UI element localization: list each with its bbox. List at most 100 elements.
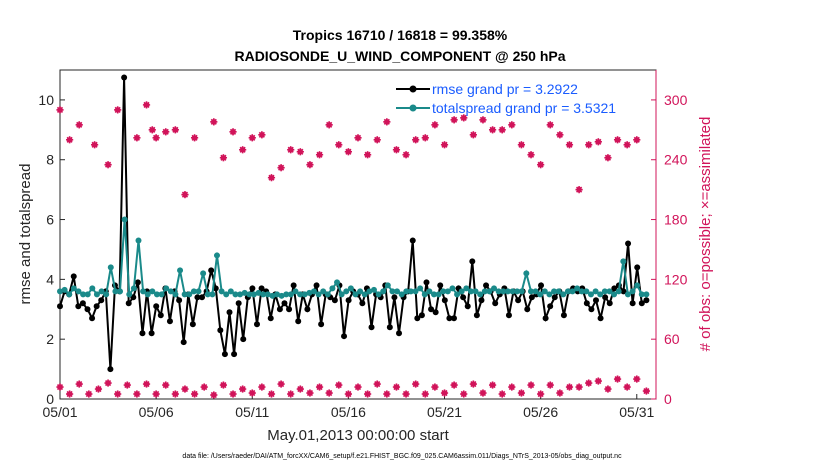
obs-marker-ring: [576, 186, 582, 193]
obs-marker-ring: [86, 391, 92, 397]
rmse-point: [84, 306, 91, 313]
obs-marker: [575, 383, 583, 391]
spread-point: [430, 291, 437, 298]
obs-marker-ring: [268, 391, 275, 397]
left-tick-label: 8: [46, 152, 54, 168]
obs-marker-ring: [297, 149, 304, 155]
obs-marker: [56, 106, 64, 114]
spread-point: [643, 291, 650, 298]
spread-point: [638, 291, 645, 298]
rmse-point: [107, 366, 114, 373]
obs-marker-ring: [364, 152, 371, 158]
spread-point: [486, 288, 493, 295]
obs-marker: [383, 118, 391, 126]
obs-marker: [133, 134, 141, 142]
obs-marker: [575, 186, 583, 194]
spread-point: [417, 285, 424, 292]
spread-point: [518, 288, 525, 295]
obs-marker-ring: [249, 390, 255, 396]
obs-marker-ring: [114, 391, 121, 397]
left-tick-label: 6: [46, 212, 54, 228]
spread-point: [80, 291, 87, 298]
spread-point: [195, 288, 202, 295]
obs-marker-ring: [595, 139, 602, 145]
spread-point: [84, 291, 91, 298]
obs-marker: [267, 174, 276, 182]
obs-marker: [604, 385, 612, 393]
obs-marker: [392, 146, 401, 154]
rmse-point: [611, 285, 618, 292]
right-tick-label: 60: [664, 331, 680, 347]
rmse-point: [148, 330, 155, 337]
rmse-point: [409, 237, 416, 244]
obs-marker: [91, 141, 99, 149]
rmse-point: [134, 279, 141, 286]
obs-marker-ring: [66, 137, 73, 143]
legend-spread-marker: [409, 104, 417, 112]
obs-marker-ring: [355, 384, 361, 390]
obs-marker: [344, 390, 352, 398]
obs-marker-ring: [288, 391, 294, 397]
y-axis-label-left: rmse and totalspread: [17, 164, 34, 305]
rmse-point: [313, 282, 320, 289]
obs-marker-ring: [451, 117, 457, 123]
rmse-point: [432, 309, 439, 316]
obs-marker: [114, 390, 122, 398]
right-tick-label: 0: [664, 391, 672, 407]
obs-marker: [104, 379, 112, 387]
obs-marker-ring: [499, 391, 505, 397]
rmse-point: [483, 282, 490, 289]
rmse-point: [437, 282, 444, 289]
obs-marker: [460, 390, 468, 398]
obs-marker-ring: [489, 382, 496, 388]
obs-marker: [623, 383, 631, 391]
obs-marker: [450, 381, 458, 389]
spread-point: [440, 288, 447, 295]
obs-marker-ring: [345, 391, 352, 397]
obs-marker-ring: [432, 384, 438, 390]
spread-point: [98, 288, 105, 295]
obs-marker: [364, 390, 372, 398]
spread-point: [611, 291, 618, 298]
obs-marker-ring: [432, 122, 438, 128]
rmse-point: [368, 324, 375, 331]
obs-marker: [229, 390, 237, 398]
obs-marker-ring: [297, 386, 304, 392]
x-tick-label: 05/21: [427, 404, 462, 420]
obs-marker: [148, 126, 156, 134]
obs-marker: [421, 134, 429, 142]
spread-point: [361, 291, 368, 298]
obs-marker: [258, 383, 266, 391]
spread-point: [421, 291, 428, 298]
obs-marker-ring: [143, 102, 150, 108]
spread-point: [181, 291, 188, 298]
obs-marker-ring: [182, 191, 188, 198]
rmse-point: [221, 351, 228, 358]
rmse-point: [528, 294, 535, 301]
spread-point: [491, 285, 498, 292]
obs-marker-ring: [480, 390, 486, 396]
obs-marker: [594, 377, 602, 385]
obs-marker: [546, 381, 554, 389]
obs-marker: [556, 389, 564, 397]
rmse-point: [240, 336, 247, 343]
rmse-point: [423, 279, 430, 286]
rmse-point: [469, 258, 476, 265]
obs-marker: [248, 134, 256, 142]
obs-marker-ring: [259, 384, 265, 390]
obs-marker-ring: [326, 390, 332, 396]
obs-marker: [469, 380, 477, 388]
spread-point: [107, 264, 114, 271]
rmse-point: [473, 312, 480, 319]
obs-marker: [171, 126, 179, 134]
obs-marker-ring: [374, 381, 380, 387]
obs-marker-ring: [576, 384, 582, 390]
spread-point: [204, 291, 211, 298]
chart-title-line2: RADIOSONDE_U_WIND_COMPONENT @ 250 hPa: [234, 48, 565, 64]
spread-point: [574, 285, 581, 292]
obs-marker: [335, 141, 343, 149]
obs-marker-ring: [191, 135, 198, 141]
rmse-point: [441, 297, 448, 304]
obs-marker-ring: [201, 384, 207, 390]
obs-marker-ring: [518, 390, 525, 396]
